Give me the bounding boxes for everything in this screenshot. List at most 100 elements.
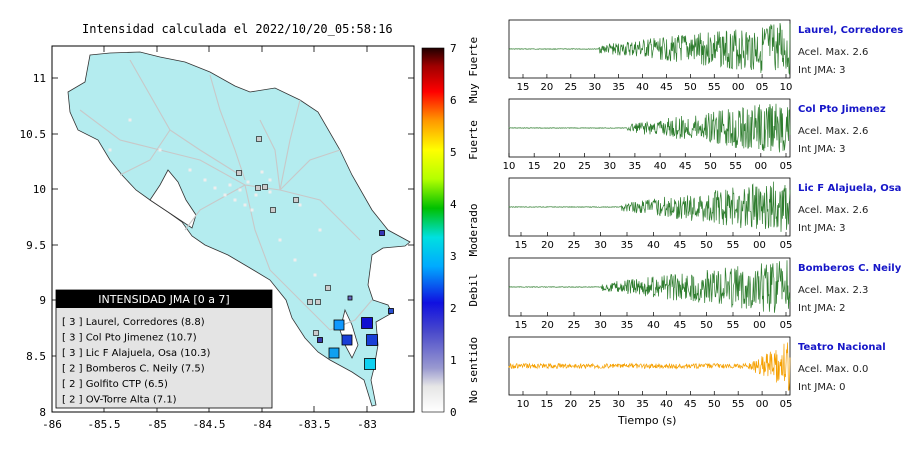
station-name: Bomberos C. Neily bbox=[798, 263, 902, 274]
time-tick-label: 25 bbox=[568, 240, 581, 251]
time-tick-label: 05 bbox=[780, 320, 793, 331]
town-point bbox=[293, 258, 297, 262]
time-tick-label: 25 bbox=[588, 399, 601, 410]
station-open bbox=[293, 197, 299, 203]
time-tick-label: 45 bbox=[660, 82, 673, 93]
town-point bbox=[108, 148, 112, 152]
road bbox=[244, 184, 331, 331]
station-acel: Acel. Max. 2.6 bbox=[798, 205, 869, 216]
time-tick-label: 35 bbox=[636, 399, 649, 410]
station-open bbox=[255, 185, 261, 191]
gulf-of-nicoya bbox=[149, 169, 197, 229]
seismogram-panels: 15 20 25 30 35 40 45 50 55 00 05 10 10 15 20 25 30 35 40 45… bbox=[503, 19, 793, 410]
time-tick-label: 00 bbox=[732, 82, 745, 93]
town-point bbox=[250, 208, 254, 212]
time-tick-label: 50 bbox=[700, 240, 713, 251]
town-point bbox=[298, 203, 302, 207]
lat-tick-label: 10 bbox=[33, 183, 46, 196]
waveform bbox=[508, 342, 791, 391]
legend-items: [ 3 ] Laurel, Corredores (8.8) [ 3 ] Col … bbox=[62, 317, 210, 406]
station-open bbox=[236, 170, 242, 176]
time-tick-label: 15 bbox=[528, 161, 541, 172]
town-point bbox=[158, 148, 162, 152]
lon-tick-label: -83.5 bbox=[297, 418, 330, 431]
station-acel: Acel. Max. 2.6 bbox=[798, 47, 869, 58]
lat-tick-label: 10.5 bbox=[20, 128, 47, 141]
town-point bbox=[260, 170, 264, 174]
station-name: Lic F Alajuela, Osa bbox=[798, 183, 902, 194]
station-marker bbox=[379, 230, 385, 236]
time-tick-label: 20 bbox=[564, 399, 577, 410]
legend-item: [ 3 ] Laurel, Corredores (8.8) bbox=[62, 317, 205, 328]
time-tick-label: 40 bbox=[636, 82, 649, 93]
station-acel: Acel. Max. 2.3 bbox=[798, 285, 869, 296]
station-marker bbox=[333, 319, 345, 331]
town-point bbox=[318, 228, 322, 232]
colorbar-ticks: 0 1 2 3 4 5 6 7 bbox=[450, 42, 457, 419]
legend-item: [ 2 ] OV-Torre Alta (7.1) bbox=[62, 395, 177, 406]
time-tick-label: 15 bbox=[515, 320, 528, 331]
station-open bbox=[307, 299, 313, 305]
station-int: Int JMA: 0 bbox=[798, 382, 846, 393]
time-tick-label: 30 bbox=[594, 320, 607, 331]
legend-title: INTENSIDAD JMA [0 a 7] bbox=[98, 293, 229, 306]
town-point bbox=[238, 188, 242, 192]
time-tick-label: 45 bbox=[684, 399, 697, 410]
lon-tick-label: -86 bbox=[42, 418, 62, 431]
lon-tick-label: -84 bbox=[252, 418, 272, 431]
waveform bbox=[508, 181, 791, 232]
lat-tick-label: 11 bbox=[33, 72, 46, 85]
station-open bbox=[256, 136, 262, 142]
time-tick-label: 40 bbox=[660, 399, 673, 410]
town-point bbox=[246, 180, 250, 184]
station-open bbox=[313, 330, 319, 336]
time-tick-label: 35 bbox=[621, 320, 634, 331]
station-int: Int JMA: 3 bbox=[798, 65, 846, 76]
town-points bbox=[108, 118, 331, 336]
town-point bbox=[254, 193, 258, 197]
lat-tick-label: 9 bbox=[39, 294, 46, 307]
time-tick-label: 35 bbox=[621, 240, 634, 251]
station-marker bbox=[341, 334, 353, 346]
time-tick-label: 30 bbox=[594, 240, 607, 251]
lat-tick-label: 9.5 bbox=[26, 239, 46, 252]
colorbar-label: Moderado bbox=[467, 204, 480, 257]
waveform bbox=[508, 260, 791, 313]
colorbar-tick-label: 5 bbox=[450, 146, 457, 159]
time-tick-label: 00 bbox=[756, 399, 769, 410]
road bbox=[79, 109, 361, 241]
lon-tick-label: -83 bbox=[357, 418, 377, 431]
time-tick-label: 20 bbox=[553, 161, 566, 172]
time-tick-label: 05 bbox=[756, 82, 769, 93]
colorbar-tick-label: 2 bbox=[450, 302, 457, 315]
time-tick-label: 30 bbox=[603, 161, 616, 172]
colorbar-label: Muy Fuerte bbox=[467, 37, 480, 103]
time-tick-label: 50 bbox=[684, 82, 697, 93]
town-point bbox=[313, 273, 317, 277]
time-tick-label: 05 bbox=[780, 161, 793, 172]
time-tick-label: 50 bbox=[704, 161, 717, 172]
time-tick-label: 40 bbox=[647, 240, 660, 251]
lat-tick-label: 8.5 bbox=[26, 350, 46, 363]
station-marker bbox=[328, 347, 340, 359]
time-tick-label: 50 bbox=[708, 399, 721, 410]
legend-item: [ 3 ] Col Pto Jimenez (10.7) bbox=[62, 333, 197, 344]
legend-box bbox=[55, 289, 273, 409]
time-tick-label: 30 bbox=[612, 399, 625, 410]
station-marker bbox=[361, 317, 373, 329]
station-marker bbox=[366, 334, 378, 346]
time-tick-label: 45 bbox=[679, 161, 692, 172]
colorbar-label: No sentido bbox=[467, 337, 480, 403]
colorbar-tick-label: 3 bbox=[450, 250, 457, 263]
legend-item: [ 3 ] Lic F Alajuela, Osa (10.3) bbox=[62, 348, 210, 359]
time-tick-label: 35 bbox=[612, 82, 625, 93]
colorbar-tick-label: 0 bbox=[450, 406, 457, 419]
town-point bbox=[128, 118, 132, 122]
station-markers bbox=[317, 230, 394, 370]
time-tick-label: 20 bbox=[541, 240, 554, 251]
time-tick-label: 15 bbox=[517, 82, 530, 93]
colorbar-tick-label: 1 bbox=[450, 354, 457, 367]
colorbar bbox=[421, 47, 445, 413]
lon-tick-label: -85 bbox=[147, 418, 167, 431]
station-marker bbox=[347, 295, 353, 301]
